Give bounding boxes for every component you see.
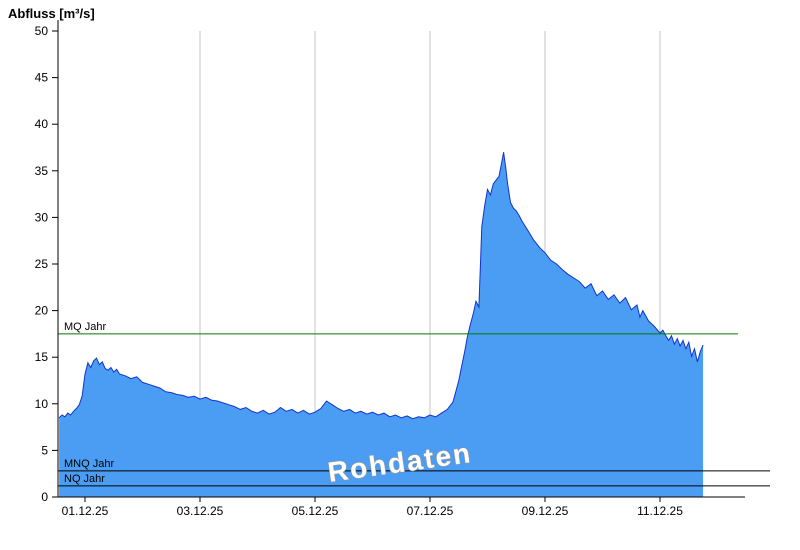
x-axis-tick-label: 01.12.25	[62, 504, 109, 518]
discharge-area-series	[59, 152, 704, 497]
x-axis-tick-label: 05.12.25	[292, 504, 339, 518]
nq-jahr-reference-label: NQ Jahr	[64, 473, 105, 485]
y-axis-tick-label: 45	[35, 71, 49, 85]
x-axis-tick-label: 11.12.25	[637, 504, 683, 518]
mq-jahr-reference-label: MQ Jahr	[64, 321, 107, 333]
x-axis-tick-label: 07.12.25	[407, 504, 454, 518]
y-axis-tick-label: 35	[35, 164, 49, 178]
y-axis-tick-label: 5	[41, 443, 48, 457]
y-axis-tick-label: 25	[35, 257, 49, 271]
y-axis-tick-label: 20	[35, 304, 49, 318]
y-axis-tick-label: 40	[35, 117, 49, 131]
chart-title: Abfluss [m³/s]	[8, 6, 95, 21]
y-axis-tick-label: 0	[41, 490, 48, 504]
y-axis-tick-label: 30	[35, 210, 49, 224]
y-axis-tick-label: 15	[35, 350, 49, 364]
mnq-jahr-reference-label: MNQ Jahr	[64, 458, 114, 470]
x-axis-tick-label: 09.12.25	[522, 504, 569, 518]
discharge-line-series	[58, 152, 704, 420]
y-axis-tick-label: 10	[35, 397, 49, 411]
y-axis-tick-label: 50	[35, 24, 49, 38]
x-axis-tick-label: 03.12.25	[177, 504, 224, 518]
